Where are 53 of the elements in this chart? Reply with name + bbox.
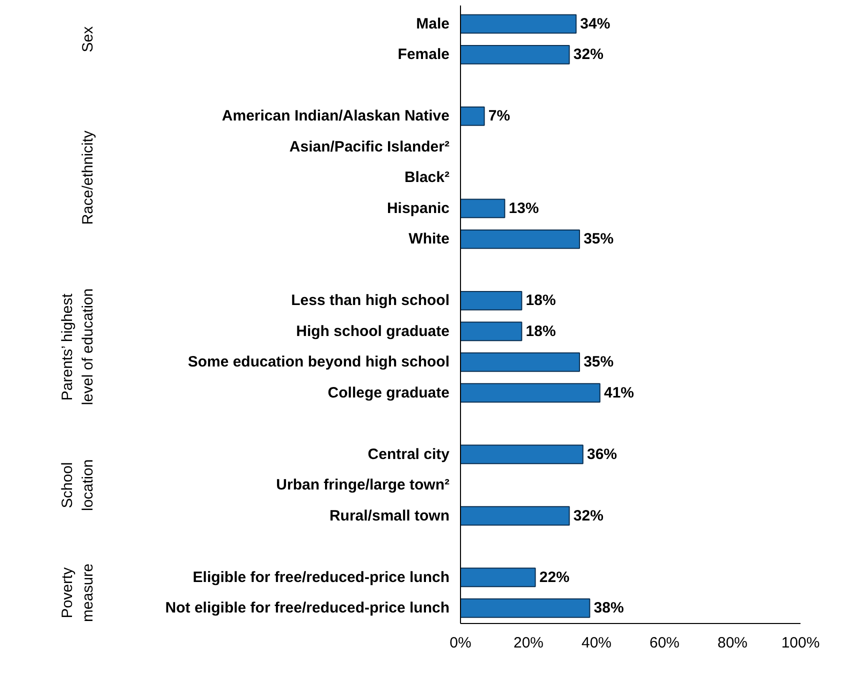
- data-label: 32%: [573, 507, 604, 524]
- data-label: 34%: [580, 15, 610, 32]
- bar: [460, 106, 485, 126]
- bar: [460, 506, 570, 526]
- y-tick-label: Some education beyond high school: [188, 354, 450, 371]
- bar: [460, 290, 522, 310]
- bar: [460, 352, 580, 372]
- y-tick-label: Eligible for free/reduced-price lunch: [192, 568, 450, 586]
- x-tick-label: 40%: [581, 634, 612, 652]
- text: School location: [59, 459, 96, 511]
- y-tick-label: Female: [398, 46, 450, 64]
- data-label: 35%: [584, 230, 614, 248]
- bar: [460, 444, 584, 464]
- x-tick-label: 100%: [781, 634, 820, 652]
- text: Sex: [80, 26, 96, 52]
- y-tick-label: College graduate: [328, 384, 450, 402]
- y-tick-label: White: [408, 230, 450, 248]
- data-label: 35%: [584, 354, 614, 371]
- y-tick-label: Less than high school: [291, 292, 450, 310]
- data-label: 22%: [539, 568, 570, 586]
- data-label: 18%: [526, 322, 556, 340]
- y-tick-label: Black²: [404, 169, 450, 186]
- x-tick-label: 60%: [649, 634, 680, 652]
- y-tick-label: Male: [416, 15, 450, 32]
- data-label: 41%: [604, 384, 634, 402]
- y-tick-label: Not eligible for free/reduced-price lunch: [165, 600, 450, 617]
- x-tick-label: 0%: [450, 634, 472, 652]
- y-tick-label: Rural/small town: [329, 507, 450, 524]
- y-tick-label: High school graduate: [296, 322, 450, 340]
- data-label: 32%: [573, 46, 604, 64]
- y-tick-label: Urban fringe/large town²: [276, 476, 450, 494]
- bar: [460, 229, 580, 249]
- text: Race/ethnicity: [80, 130, 96, 225]
- bar: [460, 44, 570, 64]
- bar: [460, 322, 522, 342]
- data-label: 36%: [586, 446, 618, 463]
- x-tick-label: 80%: [717, 634, 748, 652]
- bar: [460, 14, 577, 34]
- data-label: 13%: [508, 200, 539, 217]
- x-tick-label: 20%: [513, 634, 544, 652]
- y-tick-label: Asian/Pacific Islander²: [289, 138, 450, 156]
- bar: [460, 598, 590, 618]
- text: Parents’ highest level of education: [59, 288, 96, 406]
- y-tick-label: Central city: [368, 446, 450, 463]
- data-label: 7%: [488, 108, 510, 125]
- data-label: 18%: [526, 292, 556, 310]
- text: Poverty measure: [59, 564, 96, 622]
- y-tick-label: American Indian/Alaskan Native: [222, 108, 450, 125]
- bar: [460, 383, 600, 403]
- bar: [460, 568, 536, 588]
- bar: [460, 198, 506, 218]
- data-label: 38%: [594, 600, 624, 617]
- y-tick-label: Hispanic: [386, 200, 450, 217]
